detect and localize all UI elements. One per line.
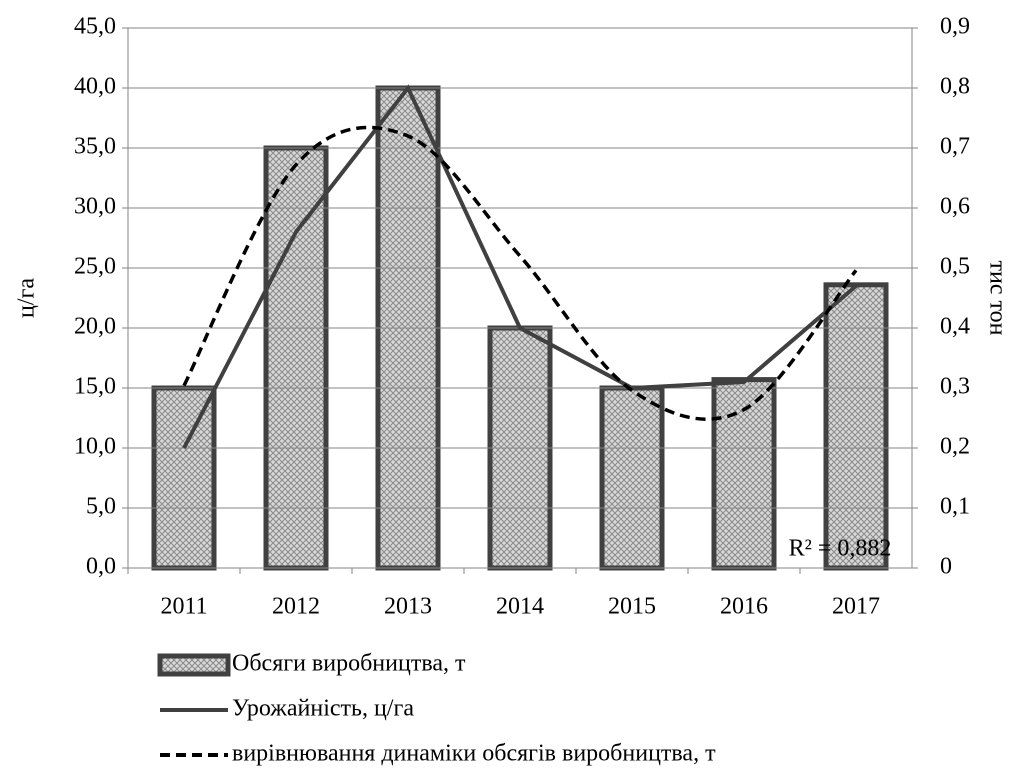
y-tick-label: 10,0 [74,434,116,460]
bar [823,282,889,571]
legend-label: Урожайність, ц/га [232,696,414,722]
y-tick-label: 40,0 [74,74,116,100]
y-tick-label: 0,0 [86,554,116,580]
line [182,84,858,449]
y2-tick-label: 0,6 [940,194,970,220]
y2-tick-label: 0,8 [940,74,970,100]
annotation: R² = 0,882 [789,536,892,562]
y2-tick-label: 0,2 [940,434,970,460]
y2-tick-label: 0,7 [940,134,970,160]
y-axis-title: ц/га [14,278,40,318]
x-tick-label: 2011 [160,594,207,620]
y2-tick-label: 0,5 [940,254,970,280]
y2-axis-title: тис тон [984,261,1010,336]
y-tick-label: 45,0 [74,14,116,40]
y-tick-label: 30,0 [74,194,116,220]
y-tick-label: 25,0 [74,254,116,280]
legend-swatch [157,653,231,677]
y2-tick-label: 0,4 [940,314,970,340]
x-tick-label: 2015 [608,594,656,620]
x-tick-label: 2014 [496,594,544,620]
y-tick-label: 15,0 [74,374,116,400]
y2-tick-label: 0,9 [940,14,970,40]
y-tick-label: 35,0 [74,134,116,160]
bar [263,145,329,571]
x-tick-label: 2012 [272,594,320,620]
y-tick-label: 5,0 [86,494,116,520]
legend-label: Обсяги виробництва, т [232,651,466,677]
y-tick-label: 20,0 [74,314,116,340]
legend-label: вирівнювання динаміки обсягів виробництв… [232,741,716,767]
x-tick-label: 2013 [384,594,432,620]
bar [599,385,665,571]
x-tick-label: 2016 [720,594,768,620]
x-tick-label: 2017 [832,594,880,620]
y2-tick-label: 0,1 [940,494,970,520]
trend-line [182,125,858,421]
y2-tick-label: 0,3 [940,374,970,400]
y2-tick-label: 0 [940,554,952,580]
bar [151,385,217,571]
